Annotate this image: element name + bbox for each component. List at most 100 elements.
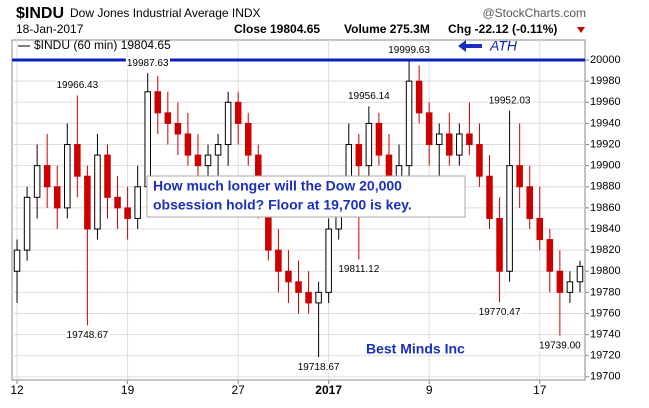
x-tick-label: 17 bbox=[533, 383, 547, 397]
y-tick-label: 20000 bbox=[590, 54, 621, 66]
annotation-bg bbox=[487, 95, 532, 107]
candle-body bbox=[446, 133, 453, 156]
legend: $INDU (60 min) 19804.65 bbox=[34, 38, 171, 52]
candle-body bbox=[295, 281, 302, 293]
annotation-bg bbox=[538, 340, 583, 352]
annotation-bg bbox=[65, 330, 110, 342]
candle-body bbox=[315, 291, 322, 304]
y-tick-label: 19840 bbox=[590, 223, 621, 235]
candle-body bbox=[385, 154, 393, 177]
y-tick-label: 19700 bbox=[590, 371, 621, 383]
annotation: 19811.12 bbox=[338, 264, 379, 275]
candle-body bbox=[144, 91, 151, 188]
candle-body bbox=[285, 270, 292, 283]
callout: How much longer will the Dow 20,000 obse… bbox=[146, 175, 466, 218]
index-name: Dow Jones Industrial Average INDX bbox=[70, 6, 261, 20]
candle-body bbox=[516, 165, 523, 188]
candle-body bbox=[476, 144, 483, 177]
change: Chg -22.12 (-0.11%) bbox=[448, 22, 557, 36]
candle-body bbox=[506, 165, 513, 272]
callout-line: obsession hold? Floor at 19,700 is key. bbox=[153, 197, 412, 213]
watermark: Best Minds Inc bbox=[366, 341, 465, 357]
source: @StockCharts.com bbox=[482, 6, 586, 20]
candle-body bbox=[134, 186, 141, 219]
candle-body bbox=[53, 186, 61, 209]
candle-body bbox=[64, 144, 71, 209]
x-tick-label: 27 bbox=[232, 383, 246, 397]
annotation-bg bbox=[347, 91, 392, 103]
candle-body bbox=[486, 175, 493, 219]
y-tick-label: 19900 bbox=[590, 160, 621, 172]
candle-body bbox=[375, 122, 383, 156]
candle-body bbox=[43, 165, 51, 188]
candle-body bbox=[194, 154, 202, 167]
candle-body bbox=[435, 133, 443, 146]
candle-body bbox=[114, 196, 121, 209]
down-arrow bbox=[577, 27, 585, 33]
annotation-bg bbox=[387, 45, 432, 57]
date: 18-Jan-2017 bbox=[16, 22, 84, 36]
candle-body bbox=[405, 80, 413, 167]
y-tick-label: 19740 bbox=[590, 329, 621, 341]
candle-body bbox=[466, 133, 473, 146]
candle-body bbox=[244, 122, 252, 156]
volume: Volume 275.3M bbox=[344, 22, 430, 36]
y-tick-label: 19720 bbox=[590, 350, 621, 362]
x-tick-label: 19 bbox=[121, 383, 135, 397]
annotation-bg bbox=[296, 361, 341, 373]
candle-body bbox=[214, 144, 222, 156]
annotation-bg bbox=[55, 80, 100, 92]
candle-body bbox=[425, 112, 433, 146]
candle-body bbox=[536, 217, 544, 241]
annotation: 19987.63 bbox=[127, 58, 169, 69]
marks bbox=[12, 58, 585, 358]
annotation: 19718.67 bbox=[298, 362, 340, 373]
candle-body bbox=[224, 101, 232, 146]
y-tick-label: 19880 bbox=[590, 181, 621, 193]
candle-body bbox=[164, 112, 172, 124]
candle-body bbox=[395, 165, 403, 177]
x-tick-label: 12 bbox=[10, 383, 24, 397]
y-tick-label: 19820 bbox=[590, 244, 621, 256]
candle-body bbox=[275, 249, 282, 272]
plot-frame bbox=[11, 39, 586, 381]
candle-body bbox=[74, 144, 81, 177]
callout-box bbox=[146, 175, 466, 218]
candle-body bbox=[124, 207, 131, 219]
candle-body bbox=[104, 154, 111, 198]
candle-body bbox=[94, 154, 101, 230]
annotation: 19966.43 bbox=[56, 80, 98, 91]
candle-body bbox=[184, 133, 192, 156]
candle-body bbox=[325, 228, 332, 293]
x-tick-label: 2017 bbox=[315, 383, 342, 397]
y-tick-label: 19860 bbox=[590, 202, 621, 214]
ath-arrow bbox=[458, 40, 482, 52]
candle-body bbox=[84, 175, 91, 230]
annotation-bg bbox=[337, 264, 381, 276]
y-tick-label: 19800 bbox=[590, 265, 621, 277]
y-tick-label: 19960 bbox=[590, 96, 621, 108]
candle-body bbox=[566, 281, 574, 293]
candle-body bbox=[33, 165, 41, 198]
candle-body bbox=[576, 265, 584, 283]
annotation: 19739.00 bbox=[539, 340, 581, 351]
candle-body bbox=[174, 122, 182, 135]
y-tick-label: 19940 bbox=[590, 117, 621, 129]
callout-line: How much longer will the Dow 20,000 bbox=[153, 178, 402, 194]
candle-body bbox=[234, 101, 242, 124]
candle-body bbox=[556, 270, 564, 293]
candle-body bbox=[546, 239, 554, 272]
candle-body bbox=[305, 291, 312, 304]
annotation-bg bbox=[125, 57, 170, 69]
candle-body bbox=[154, 91, 162, 114]
annotation: 19748.67 bbox=[67, 330, 109, 341]
close: Close 19804.65 bbox=[234, 22, 320, 36]
annotation: 19956.14 bbox=[348, 91, 390, 102]
candle-body bbox=[204, 154, 212, 167]
annotation: 19999.63 bbox=[388, 45, 430, 56]
y-tick-label: 19920 bbox=[590, 138, 621, 150]
candle-body bbox=[496, 217, 503, 272]
symbol: $INDU bbox=[16, 5, 64, 22]
